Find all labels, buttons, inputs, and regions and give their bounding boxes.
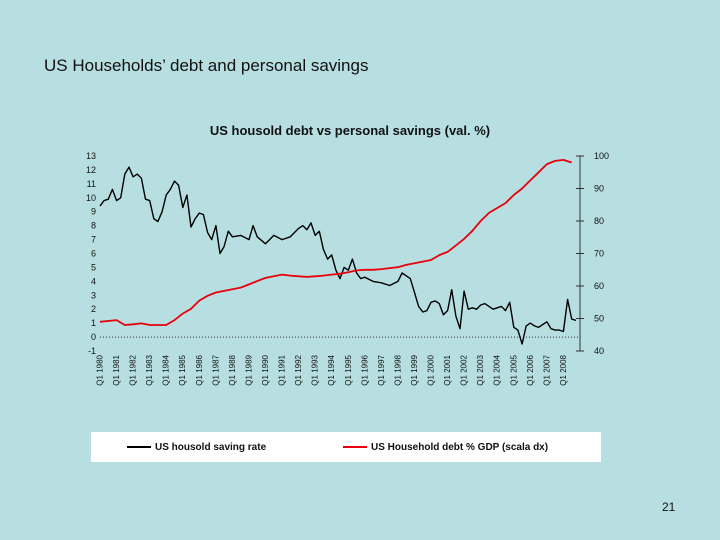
left-tick-label: 10 — [86, 193, 96, 203]
left-tick-label: 9 — [91, 207, 96, 217]
left-tick-label: 0 — [91, 332, 96, 342]
left-tick-label: 12 — [86, 165, 96, 175]
left-tick-label: -1 — [88, 346, 96, 356]
x-tick-label: Q1 2007 — [542, 354, 551, 385]
x-tick-label: Q1 1998 — [393, 354, 402, 385]
left-tick-label: 8 — [91, 221, 96, 231]
series-line-household-debt — [99, 159, 572, 326]
x-tick-label: Q1 1984 — [162, 354, 171, 385]
x-tick-label: Q1 1981 — [112, 354, 121, 385]
slide-title: US Households’ debt and personal savings — [44, 56, 369, 75]
x-tick-label: Q1 1987 — [211, 354, 220, 385]
right-tick-label: 80 — [594, 216, 604, 226]
left-tick-label: 6 — [91, 249, 96, 259]
right-tick-label: 100 — [594, 151, 609, 161]
legend-item-household-debt: US Household debt % GDP (scala dx) — [343, 440, 548, 454]
legend-swatch-household-debt — [343, 446, 367, 448]
left-tick-label: 5 — [91, 262, 96, 272]
series-layer — [99, 159, 577, 345]
legend: US housold saving rate US Household debt… — [91, 432, 601, 462]
legend-item-saving-rate: US housold saving rate — [127, 440, 266, 454]
x-tick-label: Q1 2003 — [476, 354, 485, 385]
x-tick-label: Q1 2001 — [443, 354, 452, 385]
right-tick-label: 40 — [594, 346, 604, 356]
x-tick-label: Q1 2006 — [526, 354, 535, 385]
right-tick-label: 70 — [594, 249, 604, 259]
x-tick-label: Q1 1983 — [145, 354, 154, 385]
right-tick-label: 90 — [594, 184, 604, 194]
x-tick-label: Q1 1989 — [244, 354, 253, 385]
left-tick-label: 2 — [91, 304, 96, 314]
left-tick-label: 1 — [91, 318, 96, 328]
x-tick-label: Q1 1980 — [95, 354, 104, 385]
x-tick-label: Q1 1999 — [410, 354, 419, 385]
left-tick-label: 3 — [91, 290, 96, 300]
x-tick-label: Q1 1985 — [178, 354, 187, 385]
left-tick-label: 13 — [86, 151, 96, 161]
legend-label-household-debt: US Household debt % GDP (scala dx) — [371, 441, 549, 453]
x-tick-label: Q1 1997 — [377, 354, 386, 385]
legend-label-saving-rate: US housold saving rate — [155, 441, 267, 453]
right-tick-label: 50 — [594, 314, 604, 324]
x-tick-label: Q1 1993 — [311, 354, 320, 385]
x-tick-label: Q1 1994 — [327, 354, 336, 385]
left-tick-label: 11 — [87, 179, 96, 189]
series-line-saving-rate — [99, 166, 577, 345]
x-tick-label: Q1 2004 — [493, 354, 502, 385]
legend-swatch-saving-rate — [127, 446, 151, 448]
x-tick-label: Q1 1995 — [344, 354, 353, 385]
x-tick-label: Q1 1982 — [129, 354, 138, 385]
left-tick-label: 4 — [91, 276, 96, 286]
x-tick-label: Q1 1991 — [278, 354, 287, 385]
x-tick-label: Q1 1986 — [195, 354, 204, 385]
x-tick-label: Q1 2008 — [559, 354, 568, 385]
right-tick-label: 60 — [594, 281, 604, 291]
x-tick-label: Q1 1988 — [228, 354, 237, 385]
left-tick-label: 7 — [91, 235, 96, 245]
chart-title: US housold debt vs personal savings (val… — [210, 123, 490, 138]
x-tick-label: Q1 2005 — [509, 354, 518, 385]
page-number: 21 — [662, 500, 676, 514]
x-tick-label: Q1 2000 — [427, 354, 436, 385]
x-tick-label: Q1 1996 — [360, 354, 369, 385]
x-tick-label: Q1 1992 — [294, 354, 303, 385]
chart-svg: US housold debt vs personal savings (val… — [86, 123, 609, 386]
chart: US housold debt vs personal savings (val… — [80, 110, 640, 470]
x-tick-label: Q1 2002 — [460, 354, 469, 385]
x-tick-label: Q1 1990 — [261, 354, 270, 385]
